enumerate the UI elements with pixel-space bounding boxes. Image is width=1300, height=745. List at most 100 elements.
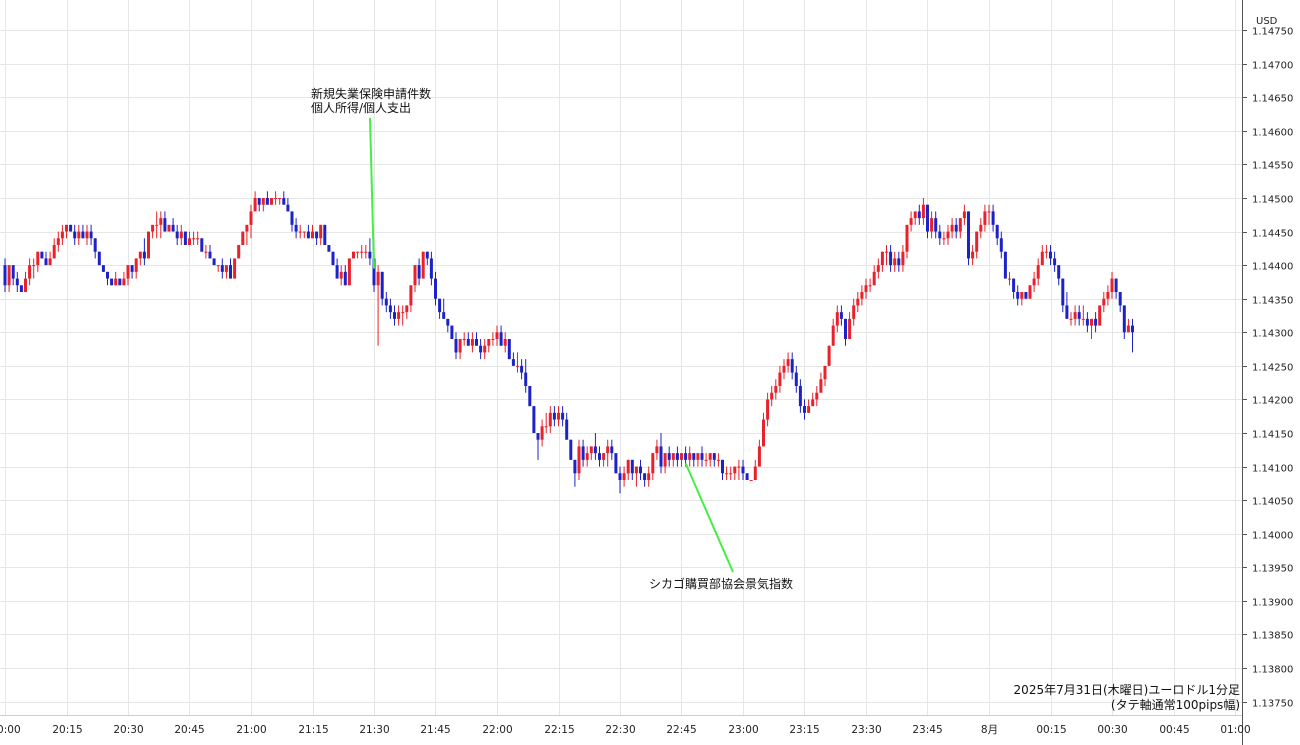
candle-body [569,439,573,460]
candle-body [946,231,950,239]
candle-body [737,466,741,468]
candle-body [942,238,946,240]
candle [946,224,950,245]
candle [991,204,995,232]
candle-body [725,473,729,475]
candle [192,231,196,245]
candle-body [1090,318,1093,326]
candle [331,251,335,266]
candle-body [311,231,314,239]
candle [708,453,712,467]
candle [839,305,843,326]
candle [245,224,249,245]
candle-body [438,298,442,313]
candle-body [32,265,36,267]
candle [77,224,81,245]
candle [721,459,724,480]
candle [175,224,179,245]
candle-body [475,339,478,346]
candle-body [93,238,97,252]
candle-body [130,265,134,272]
candle-body [319,224,323,239]
candle [614,453,618,474]
candle-body [253,198,257,212]
candle-body [52,245,56,259]
candle [1024,292,1028,299]
candle [643,473,647,487]
candle-body [204,251,208,253]
candle [979,218,983,239]
time-tick-label: 22:15 [544,724,574,736]
candle [749,480,753,481]
candle [733,466,737,480]
candle [56,231,60,252]
candle [585,446,589,467]
candle [1028,285,1032,299]
candle-body [819,379,823,393]
candle-body [134,258,138,272]
candle-body [339,271,343,279]
candle [196,231,200,245]
candle [1122,305,1126,339]
candle-body [85,231,89,239]
candle-body [909,218,913,225]
candle-body [803,406,806,413]
time-tick-label: 20:00 [0,724,21,736]
candle [118,278,122,286]
candle [667,446,671,467]
candle [827,345,831,366]
candle-body [323,224,327,245]
candle [1020,292,1024,306]
candle-body [15,278,19,286]
candle-body [397,312,401,319]
candle [901,245,905,272]
candle-body [356,251,360,253]
candle [569,439,573,460]
candle-body [1122,305,1126,333]
candle [274,191,278,205]
candle [311,224,314,239]
candle [856,292,860,313]
candle [101,265,105,272]
candle [368,238,372,266]
candle-body [479,345,483,353]
candle [183,231,187,245]
candle [831,318,835,346]
candle-body [926,204,929,232]
candle [930,211,934,239]
candle-body [364,251,368,253]
candle [975,231,979,259]
candle-body [647,473,651,480]
candle [934,211,938,239]
candle-body [626,459,630,474]
candle-body [237,245,241,259]
candle-body [122,278,126,286]
candle [3,258,7,292]
candle-body [901,251,905,266]
candle [1126,318,1130,333]
candle-body [618,473,622,480]
candle-body [282,198,286,205]
candle-body [762,419,765,447]
candle-body [360,251,364,253]
candle-body [503,339,507,346]
candle-body [557,412,560,420]
candle [224,265,228,279]
candle-body [577,446,581,474]
candle [815,386,819,407]
candle-body [753,466,757,480]
candle-body [335,265,339,279]
candle [811,392,815,407]
time-tick-label: 20:15 [52,724,82,736]
candle-body [880,251,884,266]
candle-body [106,271,109,279]
candle [114,271,118,286]
candle-body [844,318,847,339]
candle [729,466,733,480]
candle [425,251,429,266]
candle-body [733,466,737,474]
candle-body [462,339,466,340]
candle-body [757,446,761,467]
candle [470,332,474,353]
